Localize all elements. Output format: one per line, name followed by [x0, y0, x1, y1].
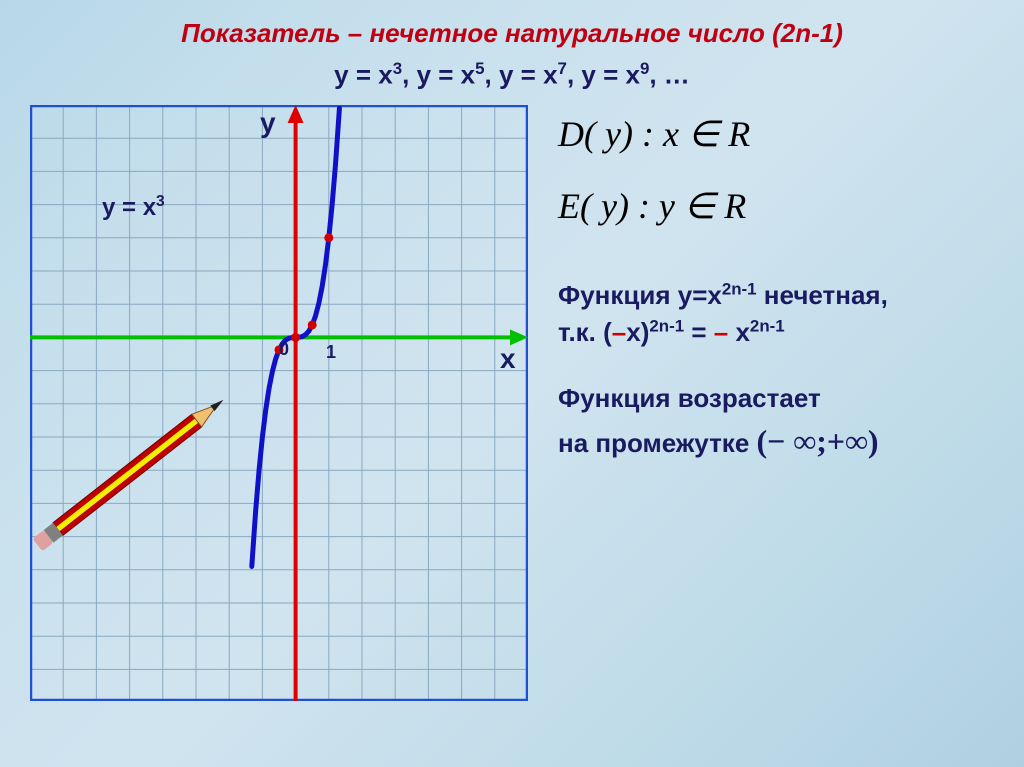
curve-label: y = x3 [102, 193, 165, 222]
note-increasing: Функция возрастает на промежутке (− ∞;+∞… [558, 380, 994, 464]
tick-0: 0 [279, 339, 289, 360]
formula-domain: D( y) : x ∈ R [558, 113, 994, 155]
axis-label-x: x [500, 343, 516, 375]
right-panel: D( y) : x ∈ R E( y) : y ∈ R Функция y=x2… [558, 105, 994, 701]
content-row: y x y = x3 0 1 D( y) : x ∈ R E( y) : y ∈… [30, 105, 994, 701]
slide: Показатель – нечетное натуральное число … [0, 0, 1024, 767]
chart: y x y = x3 0 1 [30, 105, 528, 701]
note-odd: Функция y=x2n-1 нечетная, т.к. (–x)2n-1 … [558, 277, 994, 352]
axis-label-y: y [260, 107, 276, 139]
subtitle: y = x3, y = x5, y = x7, y = x9, … [30, 59, 994, 91]
tick-1: 1 [326, 342, 336, 363]
page-title: Показатель – нечетное натуральное число … [30, 18, 994, 49]
formula-range: E( y) : y ∈ R [558, 185, 994, 227]
